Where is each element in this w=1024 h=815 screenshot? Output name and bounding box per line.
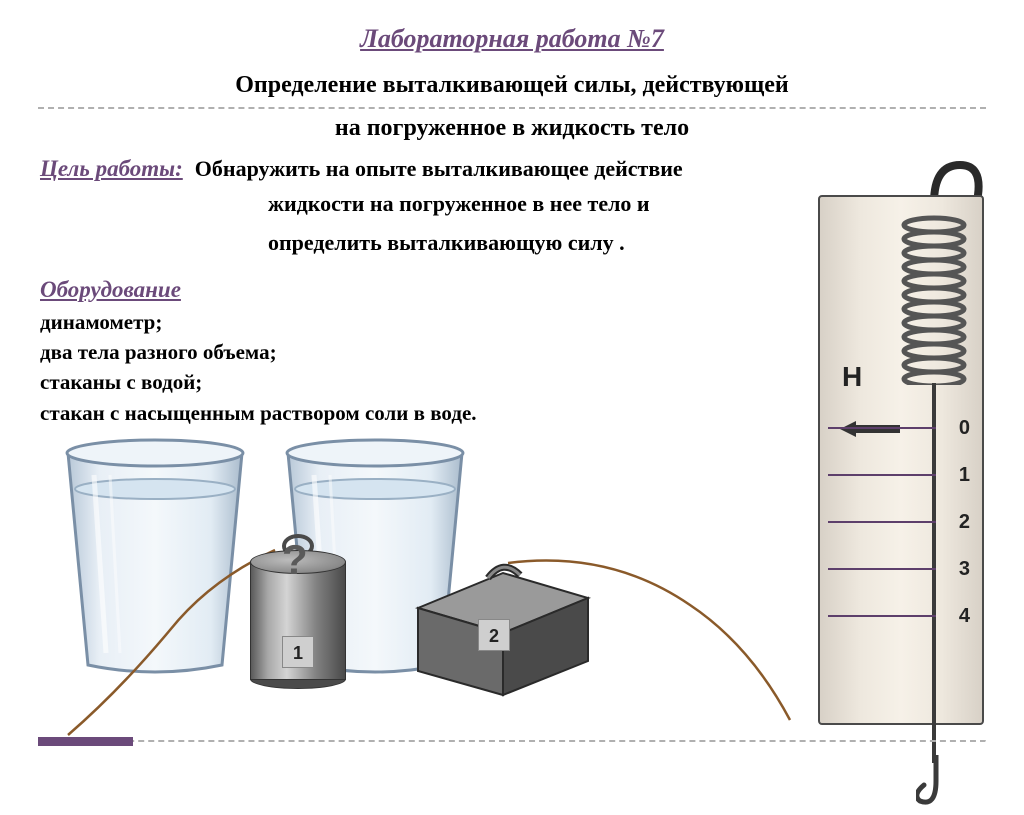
accent-bar (38, 737, 133, 746)
lab-title: Лабораторная работа №7 (0, 0, 1024, 54)
dyn-bottom-hook-icon (916, 755, 956, 815)
tick-label: 1 (959, 464, 970, 487)
equipment-label: Оборудование (40, 277, 181, 302)
lab-subtitle-1: Определение выталкивающей силы, действую… (0, 72, 1024, 99)
divider-top (38, 107, 986, 109)
tick-label: 3 (959, 558, 970, 581)
question-mark: ? (282, 536, 308, 584)
goal-label: Цель работы: (40, 156, 183, 181)
tick-label: 2 (959, 511, 970, 534)
tick-label: 0 (959, 417, 970, 440)
cylinder-weight: ? 1 (250, 550, 346, 688)
dyn-scale: 0 1 2 3 4 (828, 423, 974, 658)
cube-badge: 2 (478, 619, 510, 651)
goal-text-1: Обнаружить на опыте выталкивающее действ… (195, 156, 683, 181)
tick-label: 4 (959, 605, 970, 628)
cylinder-badge: 1 (282, 636, 314, 668)
dynamometer: Н 0 1 2 3 4 (818, 165, 984, 747)
spring-icon (901, 215, 967, 385)
divider-bottom (38, 740, 986, 742)
lab-subtitle-2: на погруженное в жидкость тело (0, 115, 1024, 142)
cube-weight: 2 (408, 553, 598, 698)
dyn-unit-label: Н (842, 361, 862, 393)
